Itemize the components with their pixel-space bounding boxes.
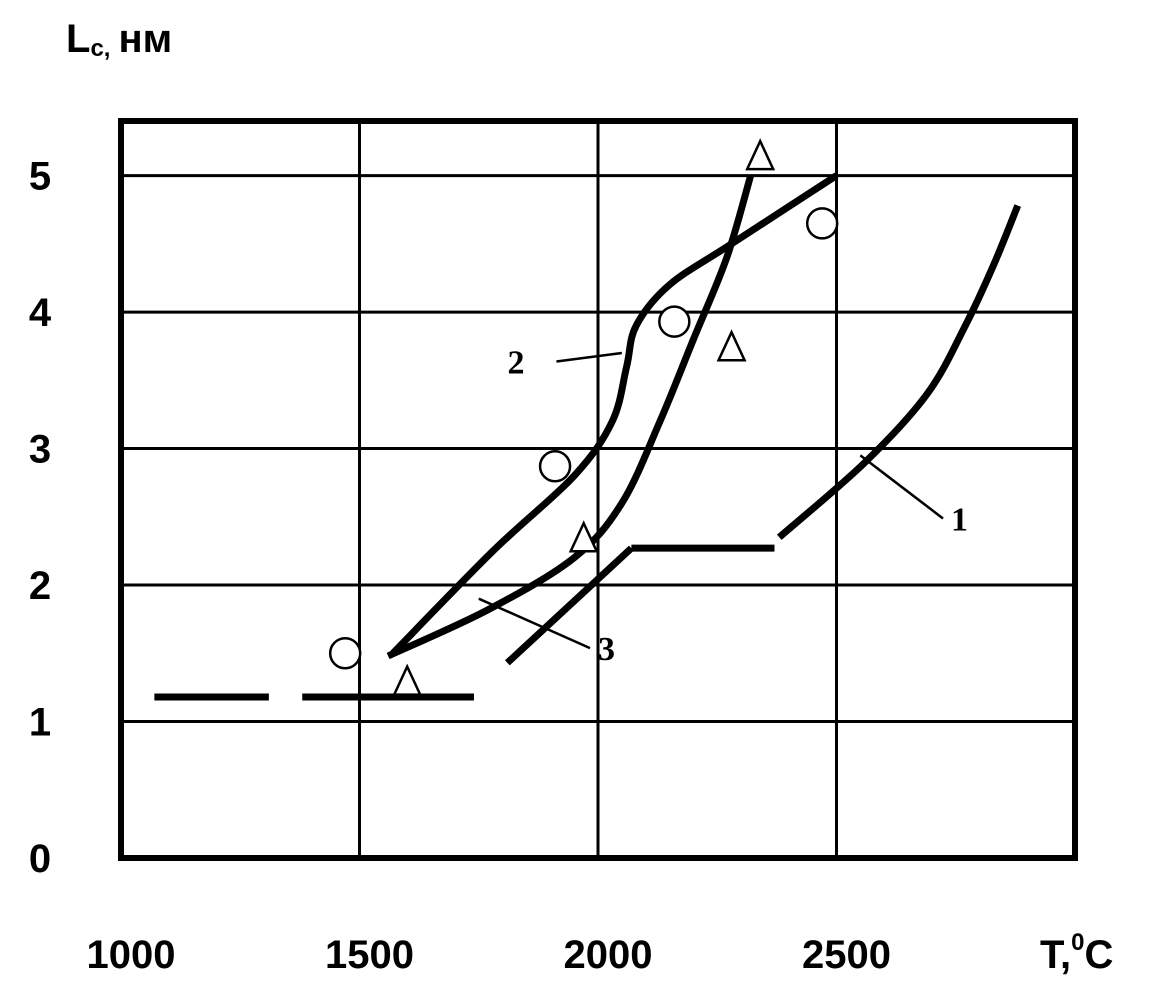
data-markers [328, 138, 839, 696]
series-layer [154, 172, 1022, 701]
tick-labels: 1000 1500 2000 2500 0 1 2 3 4 5 [29, 155, 891, 977]
y-tick-label: 5 [29, 155, 51, 199]
x-tick-label: 1500 [325, 933, 414, 977]
series-3-leader [478, 597, 591, 650]
x-axis-title: T,0C [1040, 929, 1113, 977]
leader-lines: 1 2 3 [478, 344, 968, 668]
x-tick-label: 1000 [87, 933, 176, 977]
series-1-line [504, 545, 634, 666]
y-tick-label: 4 [29, 291, 52, 335]
y-tick-label: 3 [29, 428, 51, 472]
data-point-triangle [392, 663, 423, 696]
series-2 [390, 172, 839, 656]
data-point-triangle [745, 138, 776, 171]
data-point-circle [328, 637, 362, 670]
y-tick-label: 0 [29, 837, 51, 881]
data-point-circle [805, 207, 839, 240]
series-3-line [386, 174, 755, 660]
series-3-label: 3 [598, 631, 615, 668]
data-point-circle [658, 305, 691, 338]
series-2-label: 2 [507, 344, 524, 381]
series-1-leader [859, 454, 944, 520]
series-1 [154, 204, 1022, 701]
x-tick-label: 2000 [564, 933, 653, 977]
data-point-triangle [716, 329, 747, 362]
data-point-triangle [568, 520, 599, 553]
series-2-line [390, 172, 839, 656]
y-tick-label: 2 [29, 564, 51, 608]
y-axis-title: Lc, нм [66, 17, 172, 62]
y-axis-title-main: L [66, 17, 90, 61]
y-axis-title-sub: c, [90, 35, 110, 62]
y-tick-label: 1 [29, 701, 51, 745]
grid [121, 121, 1075, 858]
x-axis-title-degree: 0 [1071, 929, 1084, 956]
series-3 [386, 174, 755, 660]
y-axis-title-unit: нм [118, 17, 172, 61]
plot-frame [118, 118, 1078, 861]
series-1-line [776, 204, 1022, 540]
series-2-leader [556, 351, 623, 363]
data-point-circle [538, 450, 572, 483]
x-axis-title-unit: C [1084, 933, 1113, 977]
series-1-label: 1 [951, 501, 968, 538]
x-axis-title-main: T, [1040, 933, 1071, 977]
x-tick-label: 2500 [802, 933, 891, 977]
